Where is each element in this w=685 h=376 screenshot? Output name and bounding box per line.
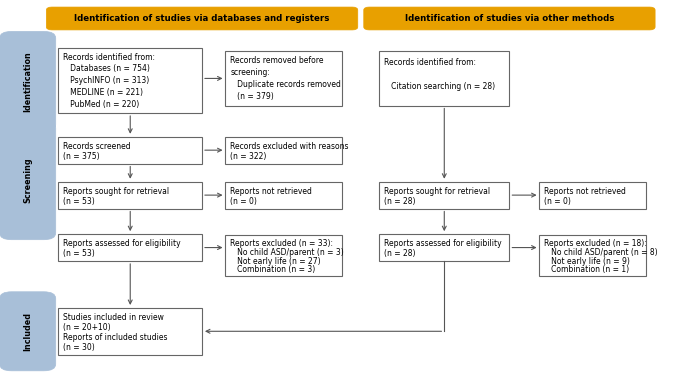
FancyBboxPatch shape <box>58 137 202 164</box>
FancyBboxPatch shape <box>58 234 202 261</box>
Text: Reports not retrieved: Reports not retrieved <box>544 186 626 196</box>
Text: (n = 379): (n = 379) <box>230 92 274 101</box>
Text: (n = 53): (n = 53) <box>63 249 95 258</box>
Text: No child ASD/parent (n = 8): No child ASD/parent (n = 8) <box>544 248 658 257</box>
Text: (n = 30): (n = 30) <box>63 343 95 352</box>
Text: Identification of studies via databases and registers: Identification of studies via databases … <box>75 14 329 23</box>
Text: Records screened: Records screened <box>63 142 131 150</box>
Text: PubMed (n = 220): PubMed (n = 220) <box>63 100 139 109</box>
FancyBboxPatch shape <box>58 308 202 355</box>
FancyBboxPatch shape <box>379 51 510 106</box>
Text: screening:: screening: <box>230 68 270 77</box>
Text: (n = 0): (n = 0) <box>544 197 571 206</box>
Text: Records identified from:: Records identified from: <box>63 53 155 62</box>
Text: Not early life (n = 9): Not early life (n = 9) <box>544 257 630 266</box>
Text: Reports excluded (n = 33):: Reports excluded (n = 33): <box>230 240 333 249</box>
Text: Identification of studies via other methods: Identification of studies via other meth… <box>405 14 614 23</box>
Text: (n = 28): (n = 28) <box>384 249 415 258</box>
Text: Not early life (n = 27): Not early life (n = 27) <box>230 257 321 266</box>
FancyBboxPatch shape <box>364 7 655 30</box>
Text: Screening: Screening <box>23 158 32 203</box>
Text: Databases (n = 754): Databases (n = 754) <box>63 64 150 73</box>
FancyBboxPatch shape <box>0 121 55 240</box>
Text: No child ASD/parent (n = 3): No child ASD/parent (n = 3) <box>230 248 344 257</box>
FancyBboxPatch shape <box>379 182 510 209</box>
Text: Records removed before: Records removed before <box>230 56 323 65</box>
Text: Reports assessed for eligibility: Reports assessed for eligibility <box>63 239 181 248</box>
FancyBboxPatch shape <box>0 292 55 371</box>
Text: Reports assessed for eligibility: Reports assessed for eligibility <box>384 239 501 248</box>
FancyBboxPatch shape <box>58 182 202 209</box>
Text: Reports of included studies: Reports of included studies <box>63 333 168 342</box>
FancyBboxPatch shape <box>540 235 647 276</box>
Text: MEDLINE (n = 221): MEDLINE (n = 221) <box>63 88 143 97</box>
Text: Reports sought for retrieval: Reports sought for retrieval <box>384 186 490 196</box>
Text: Citation searching (n = 28): Citation searching (n = 28) <box>384 82 495 91</box>
Text: (n = 322): (n = 322) <box>230 152 266 161</box>
Text: PsychINFO (n = 313): PsychINFO (n = 313) <box>63 76 149 85</box>
FancyBboxPatch shape <box>0 32 55 131</box>
Text: Included: Included <box>23 312 32 351</box>
Text: (n = 375): (n = 375) <box>63 152 100 161</box>
FancyBboxPatch shape <box>58 47 202 113</box>
FancyBboxPatch shape <box>225 182 342 209</box>
Text: Records excluded with reasons: Records excluded with reasons <box>230 142 349 150</box>
FancyBboxPatch shape <box>47 7 358 30</box>
Text: Combination (n = 1): Combination (n = 1) <box>544 265 630 274</box>
Text: Reports sought for retrieval: Reports sought for retrieval <box>63 186 169 196</box>
Text: (n = 28): (n = 28) <box>384 197 415 206</box>
Text: Identification: Identification <box>23 51 32 112</box>
Text: Records identified from:: Records identified from: <box>384 58 476 67</box>
FancyBboxPatch shape <box>225 51 342 106</box>
FancyBboxPatch shape <box>540 182 647 209</box>
Text: Reports excluded (n = 18):: Reports excluded (n = 18): <box>544 240 647 249</box>
Text: Duplicate records removed: Duplicate records removed <box>230 80 341 89</box>
FancyBboxPatch shape <box>225 235 342 276</box>
Text: Combination (n = 3): Combination (n = 3) <box>230 265 315 274</box>
FancyBboxPatch shape <box>379 234 510 261</box>
Text: (n = 20+10): (n = 20+10) <box>63 323 111 332</box>
FancyBboxPatch shape <box>225 137 342 164</box>
Text: (n = 53): (n = 53) <box>63 197 95 206</box>
Text: (n = 0): (n = 0) <box>230 197 257 206</box>
Text: Studies included in review: Studies included in review <box>63 313 164 322</box>
Text: Reports not retrieved: Reports not retrieved <box>230 186 312 196</box>
